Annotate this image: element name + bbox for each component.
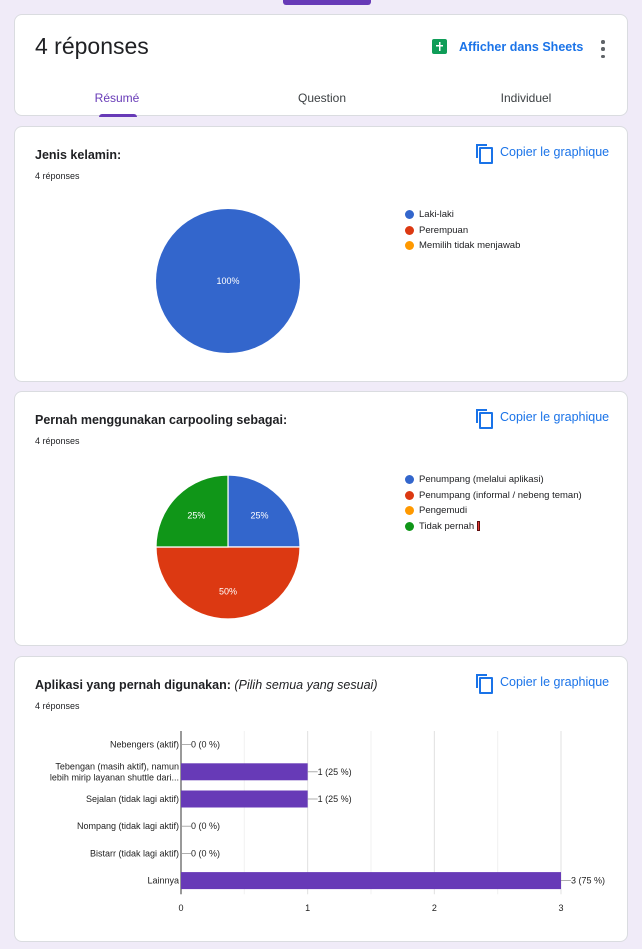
category-label: Tebengan (masih aktif), namun (55, 761, 179, 771)
copy-chart-label: Copier le graphique (500, 145, 610, 159)
legend-item: Memilih tidak menjawab (405, 238, 520, 254)
more-options-icon[interactable] (595, 40, 611, 58)
legend-swatch (405, 475, 414, 485)
x-tick-label: 2 (432, 903, 437, 913)
x-tick-label: 3 (558, 903, 563, 913)
pie-slice (155, 474, 229, 548)
legend-swatch (405, 241, 414, 251)
legend-label: Penumpang (melalui aplikasi) (419, 474, 544, 486)
legend-swatch (405, 521, 414, 531)
pie-slice (155, 546, 301, 620)
legend-label: Laki-laki (419, 209, 454, 221)
summary-header-card: 4 réponses Afficher dans Sheets Résumé Q… (14, 14, 628, 117)
question-title: Jenis kelamin: (35, 148, 122, 162)
carpooling-pie-chart: 25% 50% 25% (155, 474, 301, 620)
category-label: Lainnya (147, 876, 179, 886)
pie-slice-label: 25% (251, 510, 269, 520)
bar-value-label: 3 (75 %) (571, 876, 605, 886)
category-label: Nebengers (aktif) (110, 740, 179, 750)
copy-icon (476, 674, 493, 694)
bar-value-label: 0 (0 %) (191, 848, 220, 858)
bar-value-label: 0 (0 %) (191, 740, 220, 750)
pie-slice-label: 100% (216, 276, 239, 286)
response-tabs: Résumé Question Individuel (15, 85, 627, 117)
legend-item: Tidak pernah (405, 519, 582, 535)
active-tab-indicator (99, 114, 137, 117)
bar-value-label: 0 (0 %) (191, 821, 220, 831)
question-title: Aplikasi yang pernah digunakan: (Pilih s… (35, 678, 378, 692)
question-card-gender: Jenis kelamin: 4 réponses Copier le grap… (14, 126, 628, 382)
legend-label: Memilih tidak menjawab (419, 240, 521, 252)
legend-swatch (405, 210, 414, 220)
legend-item: Pengemudi (405, 503, 582, 519)
x-tick-label: 1 (305, 903, 310, 913)
pie-slice (156, 209, 300, 353)
category-label: Sejalan (tidak lagi aktif) (86, 794, 179, 804)
category-label: Bistarr (tidak lagi aktif) (90, 848, 179, 858)
copy-chart-label: Copier le graphique (500, 410, 610, 424)
category-label: lebih mirip layanan shuttle dari... (50, 772, 179, 782)
response-count: 4 réponses (35, 436, 80, 446)
legend-label: Perempuan (419, 224, 469, 236)
bar (181, 872, 561, 890)
tab-question[interactable]: Question (297, 91, 347, 105)
responses-count-title: 4 réponses (35, 33, 149, 59)
legend-label: Pengemudi (419, 505, 468, 517)
question-card-apps: Aplikasi yang pernah digunakan: (Pilih s… (14, 656, 628, 942)
pie-slice (227, 474, 301, 548)
gender-legend: Laki-laki Perempuan Memilih tidak menjaw… (405, 207, 520, 254)
legend-item: Perempuan (405, 223, 520, 239)
pie-slice-label: 25% (187, 510, 205, 520)
legend-label: Tidak pernah (419, 520, 475, 532)
view-in-sheets-button[interactable]: Afficher dans Sheets (432, 39, 583, 54)
copy-icon (476, 409, 493, 429)
top-accent-bar (283, 0, 371, 5)
bar-value-label: 1 (25 %) (318, 794, 352, 804)
category-label: Nompang (tidak lagi aktif) (77, 821, 179, 831)
sheets-icon (432, 39, 447, 54)
apps-bar-chart: 0 1 2 3 Nebengers (aktif) 0 (0 %) Tebengan (ma… (50, 731, 605, 913)
legend-item: Penumpang (melalui aplikasi) (405, 472, 582, 488)
bar (181, 763, 308, 781)
response-count: 4 réponses (35, 171, 80, 181)
copy-icon (476, 144, 493, 164)
legend-item: Laki-laki (405, 207, 520, 223)
gender-pie-chart: 100% (156, 209, 300, 353)
legend-swatch (405, 225, 414, 235)
copy-chart-button[interactable]: Copier le graphique (476, 674, 610, 694)
view-in-sheets-label: Afficher dans Sheets (459, 39, 584, 54)
legend-item: Penumpang (informal / nebeng teman) (405, 488, 582, 504)
carpooling-legend: Penumpang (melalui aplikasi) Penumpang (… (405, 472, 582, 534)
flag-marker (477, 521, 481, 532)
copy-chart-button[interactable]: Copier le graphique (476, 409, 610, 429)
tab-summary[interactable]: Résumé (94, 91, 140, 105)
legend-label: Penumpang (informal / nebeng teman) (419, 489, 582, 501)
legend-swatch (405, 506, 414, 516)
question-title: Pernah menggunakan carpooling sebagai: (35, 413, 288, 427)
pie-slice-label: 50% (219, 587, 237, 597)
response-count: 4 réponses (35, 701, 80, 711)
question-card-carpooling: Pernah menggunakan carpooling sebagai: 4… (14, 391, 628, 646)
bar-value-label: 1 (25 %) (318, 767, 352, 777)
tab-individual[interactable]: Individuel (500, 91, 552, 105)
copy-chart-label: Copier le graphique (500, 675, 610, 689)
copy-chart-button[interactable]: Copier le graphique (476, 144, 610, 164)
x-tick-label: 0 (178, 903, 183, 913)
bar (181, 790, 308, 808)
legend-swatch (405, 490, 414, 500)
